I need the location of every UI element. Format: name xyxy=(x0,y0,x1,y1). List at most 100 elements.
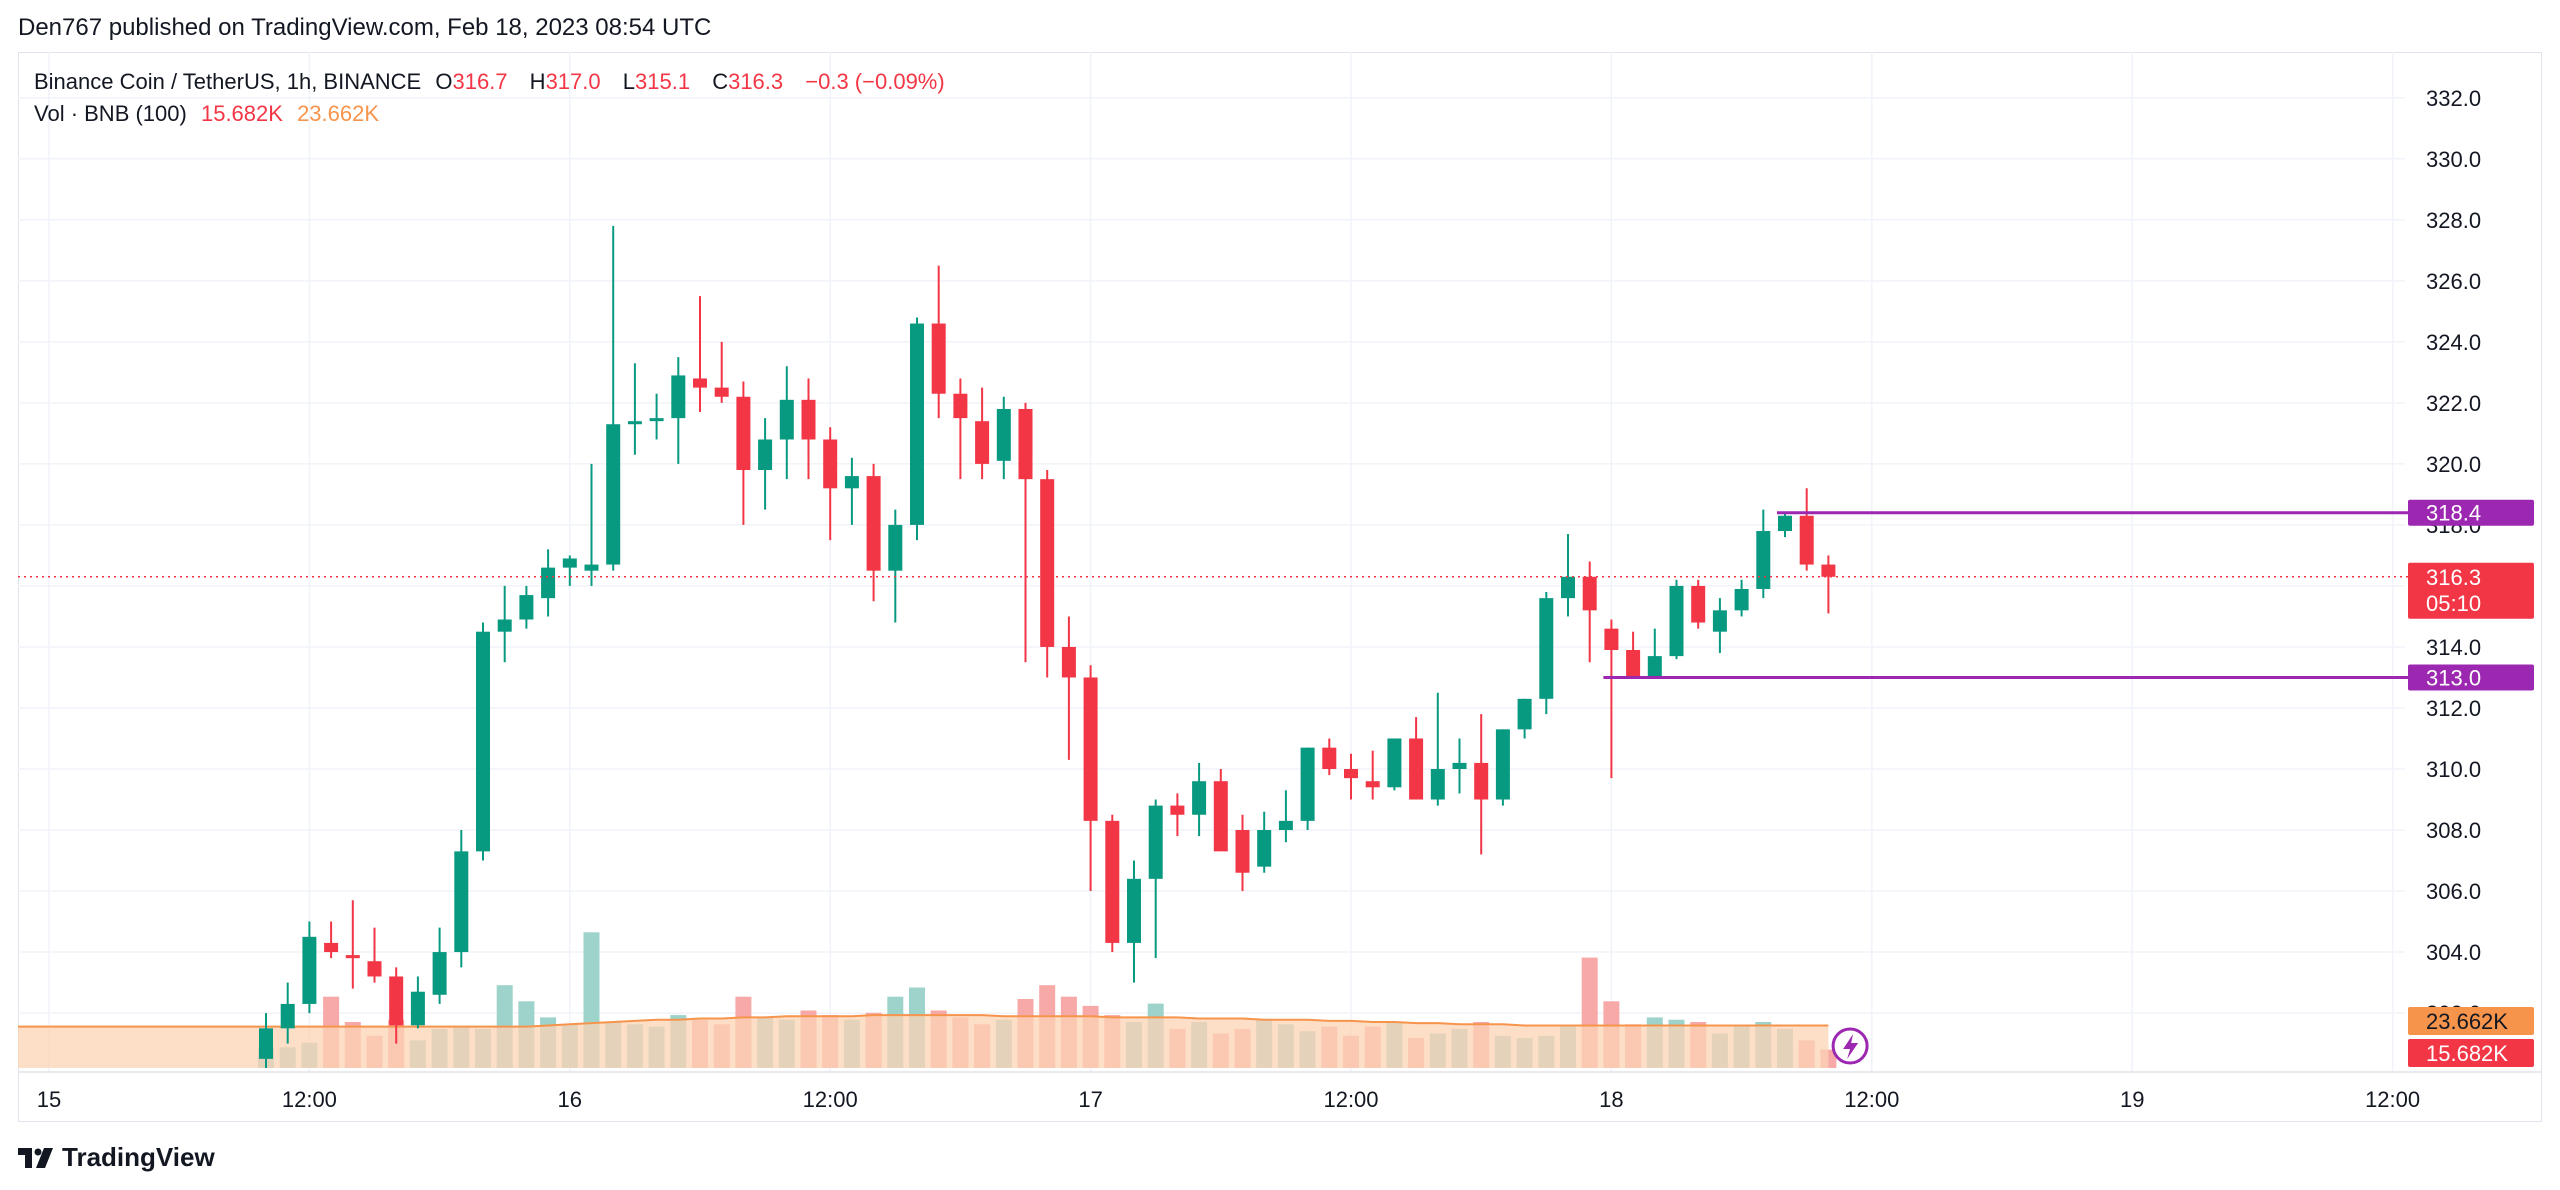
volume-ma-badge: 23.662K xyxy=(2426,1009,2508,1034)
last-price-badge-background xyxy=(2408,562,2534,619)
candle-body xyxy=(280,1003,295,1029)
candle-body xyxy=(866,476,881,571)
price-tick-label: 320.0 xyxy=(2426,452,2481,477)
candle-body xyxy=(562,558,577,568)
candle-body xyxy=(823,439,838,489)
price-tick-label: 312.0 xyxy=(2426,696,2481,721)
volume-ma-value: 23.662K xyxy=(297,101,380,126)
price-tick-label: 328.0 xyxy=(2426,208,2481,233)
volume-label[interactable]: Vol · BNB (100) xyxy=(34,101,187,126)
price-axis-badges: 318.4 313.0 316.305:10 23.662K 15.682K xyxy=(2408,499,2534,1067)
symbol-label[interactable]: Binance Coin / TetherUS, 1h, BINANCE xyxy=(34,69,422,94)
volume-badge-background xyxy=(2408,1039,2534,1067)
candle-body xyxy=(1799,515,1814,565)
chart-legend: Binance Coin / TetherUS, 1h, BINANCE O31… xyxy=(34,66,953,130)
time-tick-label: 12:00 xyxy=(282,1087,337,1112)
brand-name: TradingView xyxy=(62,1142,215,1172)
horizontal-levels xyxy=(1603,511,2410,679)
candle-body xyxy=(1192,781,1207,815)
price-chart[interactable]: 302.0304.0306.0308.0310.0312.0314.0316.0… xyxy=(0,0,2560,1140)
candle-body xyxy=(1061,646,1076,678)
candle-body xyxy=(259,1028,273,1059)
level-badge-background xyxy=(2408,499,2534,526)
candle-body xyxy=(454,851,469,953)
price-tick-label: 308.0 xyxy=(2426,818,2481,843)
tradingview-logo[interactable]: TradingView xyxy=(18,1142,215,1173)
candle-body xyxy=(1582,576,1597,611)
candle-body xyxy=(1539,598,1554,699)
candle-body xyxy=(627,421,642,425)
price-tick-label: 322.0 xyxy=(2426,391,2481,416)
candle-body xyxy=(606,424,621,565)
candle-body xyxy=(345,955,360,959)
candle-body xyxy=(1669,585,1684,657)
price-tick-label: 326.0 xyxy=(2426,269,2481,294)
candlesticks xyxy=(259,225,1836,1068)
candle-body xyxy=(1365,781,1380,788)
candle-body xyxy=(1626,650,1641,678)
candle-body xyxy=(324,942,339,953)
candle-body xyxy=(801,399,816,440)
close-label: C xyxy=(712,69,729,94)
change-value: −0.3 (−0.09%) xyxy=(805,69,945,94)
time-tick-label: 15 xyxy=(37,1087,61,1112)
time-tick-label: 16 xyxy=(558,1087,582,1112)
candle-body xyxy=(1040,479,1055,647)
candle-body xyxy=(649,418,664,422)
candle-body xyxy=(1300,747,1315,821)
candle-body xyxy=(519,595,534,620)
time-tick-label: 17 xyxy=(1078,1087,1102,1112)
lightning-icon[interactable] xyxy=(1831,1027,1869,1065)
countdown-badge: 05:10 xyxy=(2426,591,2481,616)
volume-ma-line xyxy=(18,1014,1829,1028)
volume-value: 15.682K xyxy=(200,101,283,126)
low-value: 315.1 xyxy=(635,69,691,94)
price-tick-label: 314.0 xyxy=(2426,635,2481,660)
candle-body xyxy=(1105,820,1120,943)
candle-body xyxy=(1647,656,1662,678)
candle-body xyxy=(996,408,1011,461)
price-axis: 302.0304.0306.0308.0310.0312.0314.0316.0… xyxy=(2426,86,2481,1026)
volume-ma-area xyxy=(18,1015,1829,1068)
candle-body xyxy=(432,952,447,995)
candle-body xyxy=(844,476,859,489)
grid-lines xyxy=(18,52,2542,1073)
candle-body xyxy=(541,567,556,599)
candle-body xyxy=(1778,515,1792,532)
candle-body xyxy=(1257,830,1272,867)
volume-row: Vol · BNB (100) 15.682K 23.662K xyxy=(34,98,953,130)
close-value: 316.3 xyxy=(728,69,784,94)
candle-body xyxy=(1127,878,1141,943)
candle-body xyxy=(1474,762,1489,800)
candle-body xyxy=(1561,576,1575,599)
candle-body xyxy=(1344,768,1358,779)
candle-body xyxy=(714,387,729,397)
candle-body xyxy=(367,961,382,977)
candle-body xyxy=(1691,585,1706,623)
time-tick-label: 12:00 xyxy=(1323,1087,1378,1112)
publisher-credit: Den767 published on TradingView.com, Feb… xyxy=(18,14,712,41)
candle-body xyxy=(953,393,968,419)
candle-body xyxy=(1018,408,1033,480)
price-tick-label: 330.0 xyxy=(2426,147,2481,172)
low-label: L xyxy=(622,69,635,94)
high-label: H xyxy=(529,69,546,94)
volume-ma-badge-background xyxy=(2408,1007,2534,1035)
price-tick-label: 304.0 xyxy=(2426,940,2481,965)
price-tick-label: 306.0 xyxy=(2426,879,2481,904)
time-tick-label: 19 xyxy=(2120,1087,2144,1112)
open-value: 316.7 xyxy=(452,69,508,94)
candle-body xyxy=(1712,610,1727,632)
candle-body xyxy=(671,375,686,419)
candle-body xyxy=(758,439,773,470)
chart-frame xyxy=(18,52,2542,1122)
candle-body xyxy=(476,631,490,852)
candle-body xyxy=(497,619,512,632)
level-badge-background xyxy=(2408,664,2534,691)
candle-body xyxy=(888,524,903,571)
price-tick-label: 310.0 xyxy=(2426,757,2481,782)
time-tick-label: 12:00 xyxy=(803,1087,858,1112)
level-badge: 313.0 xyxy=(2426,665,2481,690)
candle-body xyxy=(1148,805,1163,879)
